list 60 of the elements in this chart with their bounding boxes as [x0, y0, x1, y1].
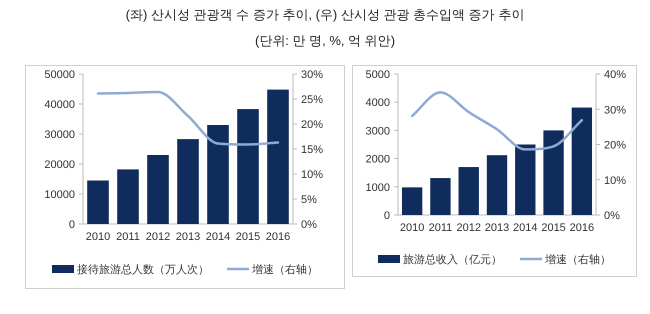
- y2-tick-label: 5%: [301, 194, 318, 206]
- y-tick-label: 50000: [44, 69, 75, 81]
- bar: [87, 180, 109, 224]
- bar: [458, 167, 479, 215]
- x-tick-label: 2011: [116, 231, 140, 243]
- line-series: [96, 90, 280, 146]
- bar: [430, 178, 451, 215]
- y2-tick-label: 25%: [301, 94, 324, 106]
- bar: [147, 155, 169, 224]
- y2-tick-label: 30%: [301, 69, 324, 81]
- y-tick-label: 0: [68, 219, 75, 231]
- y2-tick-label: 0%: [604, 210, 620, 222]
- bar: [402, 187, 422, 215]
- bar: [177, 139, 199, 224]
- y-tick-label: 0: [384, 210, 390, 222]
- legend-label: 增速（右轴）: [544, 253, 611, 266]
- y-tick-label: 10000: [44, 189, 75, 201]
- y2-tick-label: 20%: [301, 119, 324, 131]
- x-tick-label: 2010: [400, 222, 424, 234]
- y-tick-label: 3000: [366, 125, 390, 138]
- y-tick-label: 1000: [366, 182, 390, 194]
- bar: [486, 155, 508, 215]
- x-tick-label: 2010: [86, 231, 110, 243]
- bar: [237, 109, 259, 224]
- x-tick-label: 2013: [484, 222, 510, 234]
- x-tick-label: 2014: [206, 231, 230, 243]
- y-tick-label: 2000: [366, 154, 390, 166]
- x-tick-label: 2013: [176, 231, 200, 243]
- y2-tick-label: 0%: [301, 219, 318, 231]
- x-tick-label: 2012: [146, 231, 170, 243]
- bar: [117, 169, 139, 224]
- x-tick-label: 2015: [541, 222, 566, 234]
- x-tick-label: 2015: [236, 231, 260, 243]
- legend-label: 增速（右轴）: [251, 263, 318, 276]
- y-tick-label: 4000: [366, 97, 390, 110]
- bar: [572, 108, 592, 215]
- x-tick-label: 2016: [570, 222, 594, 234]
- bar: [267, 90, 289, 224]
- y2-tick-label: 10%: [604, 174, 626, 187]
- y2-tick-label: 30%: [604, 104, 626, 116]
- y2-tick-label: 15%: [301, 144, 324, 156]
- x-tick-label: 2011: [428, 222, 452, 234]
- y2-tick-label: 40%: [604, 69, 626, 81]
- bar: [515, 144, 536, 215]
- x-tick-label: 2012: [456, 222, 481, 234]
- line-series: [410, 91, 584, 151]
- y-tick-label: 20000: [44, 159, 75, 171]
- bar: [207, 125, 229, 224]
- legend-label: 接待旅游总人数（万人次）: [77, 263, 209, 276]
- y2-tick-label: 20%: [604, 140, 626, 152]
- x-tick-label: 2014: [513, 222, 538, 234]
- y-tick-label: 30000: [44, 129, 75, 141]
- legend-label: 旅游总收入（亿元）: [403, 253, 502, 266]
- text: (좌) 산시성 관광객 수 증가 추이, (우) 산시성 관광 총수입액 증가 추이: [124, 6, 526, 24]
- y-tick-label: 5000: [366, 69, 390, 81]
- x-tick-label: 2016: [266, 231, 290, 243]
- text: (단위: 만 명, %, 억 위안): [254, 32, 396, 50]
- y2-tick-label: 10%: [301, 169, 324, 181]
- bar: [543, 130, 564, 215]
- y-tick-label: 40000: [44, 99, 75, 111]
